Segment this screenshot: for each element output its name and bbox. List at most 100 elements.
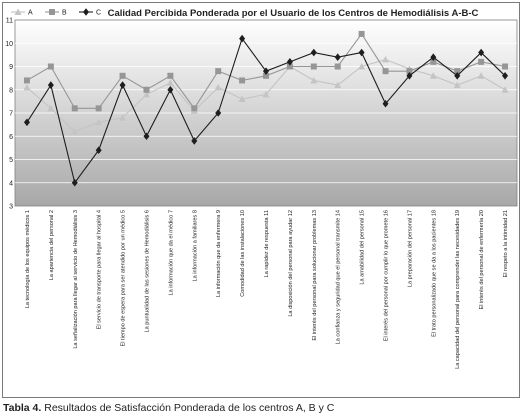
data-point-b: [334, 63, 341, 70]
data-point-c: [310, 48, 317, 57]
data-point-b: [191, 105, 198, 112]
data-point-a: [334, 81, 342, 89]
x-category-label: La apariencia del personal 2: [49, 210, 55, 280]
line-chart: Calidad Percibida Ponderada por el Usuar…: [5, 8, 518, 369]
data-point-a: [238, 95, 246, 103]
data-point-c: [286, 58, 293, 66]
x-category-label: El servicio de transporte para llegar al…: [97, 210, 103, 329]
data-point-a: [95, 118, 103, 126]
data-point-c: [23, 118, 30, 127]
y-tick-label: 5: [9, 157, 13, 164]
data-point-a: [47, 104, 55, 112]
data-point-a: [23, 83, 31, 91]
data-point-a: [358, 63, 366, 70]
x-category-label: El interés del personal de enfermería 20: [479, 210, 485, 310]
x-category-label: La señalización para llegar al servicio …: [73, 210, 79, 349]
data-point-b: [119, 72, 126, 79]
x-category-label: El respeto a la intimidad 21: [503, 210, 509, 277]
x-category-label: La capacidad del personal para comprende…: [455, 210, 461, 369]
data-point-a: [71, 128, 79, 135]
data-point-a: [262, 90, 270, 98]
data-point-c: [143, 132, 150, 141]
x-category-label: El interés del personal para solucionar …: [312, 210, 318, 341]
data-point-a: [382, 56, 390, 63]
x-category-label: La disposición del personal para ayudar …: [288, 210, 294, 317]
x-category-label: La información que da enfermera 9: [216, 210, 222, 297]
data-point-b: [239, 77, 246, 84]
data-point-b: [286, 63, 293, 70]
data-point-a: [429, 72, 437, 79]
data-point-b: [310, 63, 317, 70]
y-tick-label: 10: [5, 41, 13, 48]
data-point-b: [382, 68, 389, 75]
legend-marker-b: [49, 9, 55, 15]
data-point-c: [263, 67, 269, 75]
data-point-c: [478, 48, 485, 57]
data-point-c: [502, 72, 509, 80]
legend-label-a: A: [28, 10, 33, 17]
y-tick-label: 3: [9, 204, 13, 211]
x-category-label: Comodidad de las instalaciones 10: [240, 210, 246, 297]
data-point-b: [502, 63, 509, 70]
data-point-c: [215, 109, 222, 117]
legend-label-c: C: [96, 10, 101, 17]
legend-marker-c: [83, 8, 89, 16]
x-category-label: El interés del personal por cumplir lo q…: [384, 210, 390, 341]
data-point-c: [71, 178, 78, 187]
data-point-a: [166, 79, 174, 86]
data-point-b: [95, 105, 102, 112]
data-point-c: [358, 48, 365, 57]
data-point-b: [23, 77, 30, 84]
data-point-b: [478, 58, 485, 65]
data-point-c: [430, 53, 437, 61]
data-point-c: [239, 34, 246, 43]
data-point-b: [71, 105, 78, 112]
x-category-label: El tiempo de espera para ser atendido po…: [121, 210, 127, 347]
y-tick-label: 9: [9, 64, 13, 71]
data-point-b: [430, 58, 437, 65]
data-point-c: [406, 72, 413, 80]
x-category-label: La información a familiares 8: [192, 210, 198, 282]
chart-frame: Calidad Percibida Ponderada por el Usuar…: [2, 2, 520, 398]
data-point-a: [453, 81, 461, 89]
data-point-a: [119, 114, 127, 121]
data-point-a: [477, 72, 485, 79]
x-category-label: La preparación del personal 17: [407, 210, 413, 287]
y-tick-label: 4: [9, 180, 13, 187]
data-point-c: [47, 81, 54, 89]
caption-label: Tabla 4.: [3, 402, 42, 414]
y-tick-label: 11: [6, 18, 13, 25]
data-point-c: [95, 146, 102, 154]
x-category-label: La rapidez de respuesta 11: [264, 210, 270, 277]
data-point-b: [215, 68, 222, 75]
x-category-label: La amabilidad del personal 15: [360, 210, 366, 285]
x-category-label: La información que da el médico 7: [168, 210, 174, 296]
data-point-c: [454, 72, 461, 80]
data-point-b: [406, 68, 413, 75]
data-point-a: [142, 90, 150, 98]
data-point-b: [454, 68, 461, 75]
x-category-label: El trato personalizado que se da a los p…: [431, 210, 437, 337]
data-point-c: [382, 99, 389, 108]
x-category-label: La puntualidad de las sesiones de Hemodi…: [144, 210, 150, 333]
y-tick-label: 8: [9, 87, 13, 94]
data-point-b: [143, 86, 150, 93]
data-point-c: [334, 53, 341, 61]
y-tick-label: 6: [9, 134, 13, 141]
legend-marker-a: [14, 8, 22, 15]
caption-text: Resultados de Satisfacción Ponderada de …: [44, 402, 335, 414]
data-point-a: [214, 83, 222, 91]
x-category-label: La tecnología de los equipos médicos 1: [25, 210, 31, 308]
data-point-b: [263, 72, 269, 79]
data-point-a: [310, 76, 318, 84]
data-point-b: [47, 63, 54, 70]
chart-title: Calidad Percibida Ponderada por el Usuar…: [108, 8, 479, 19]
data-point-c: [167, 85, 174, 94]
legend-label-b: B: [62, 10, 67, 17]
table-caption: Tabla 4. Resultados de Satisfacción Pond…: [3, 402, 334, 414]
data-point-c: [119, 81, 126, 89]
x-category-label: La confianza y seguridad que el personal…: [336, 210, 342, 344]
data-point-a: [501, 86, 509, 93]
y-tick-label: 7: [9, 111, 13, 118]
data-point-b: [167, 72, 174, 79]
